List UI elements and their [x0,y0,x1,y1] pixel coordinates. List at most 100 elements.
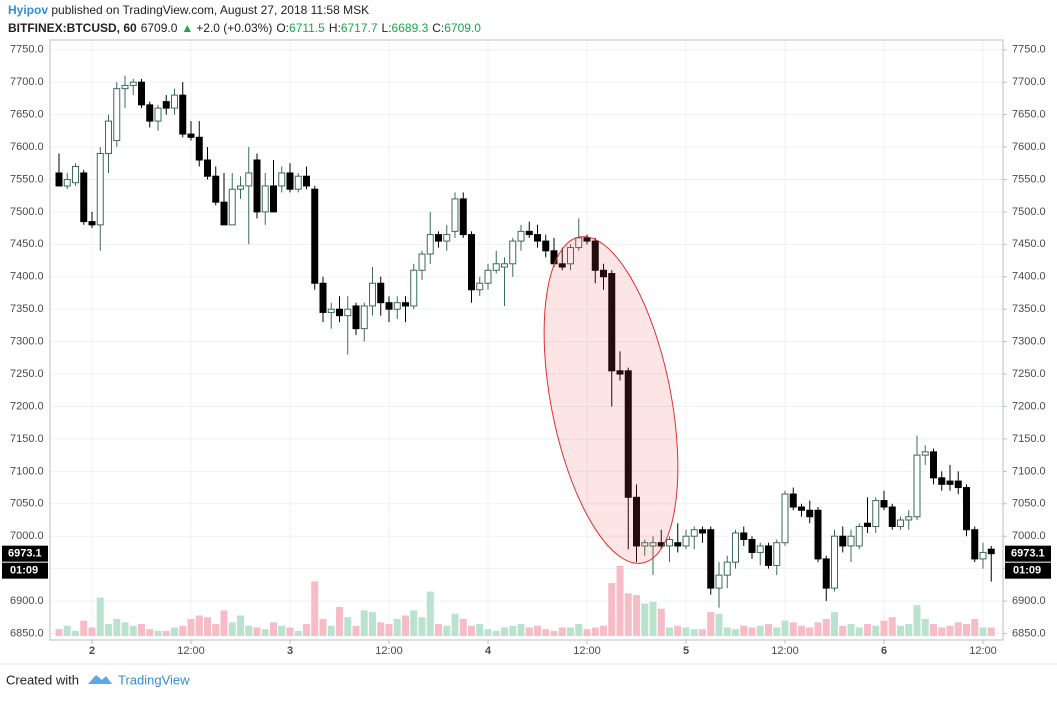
volume-bar [674,625,682,636]
volume-bar [608,583,616,636]
candle-body [55,172,63,187]
candle-body [509,240,517,265]
volume-bar [187,618,195,636]
c: 6709.0 [444,21,481,35]
volume-bar [699,629,706,636]
volume-bar [534,625,541,636]
volume-bar [468,625,475,636]
candle-body [913,454,921,518]
y-tick-label-left: 7450.0 [10,238,44,250]
candle-body [377,282,385,304]
author[interactable]: Hyipov [8,3,48,17]
volume-bar [253,627,261,636]
volume-bar [55,629,63,636]
volume-bar [286,627,294,636]
y-tick-label: 6850.0 [1012,627,1046,639]
candle-body [616,370,624,375]
y-tick-label-left: 6900.0 [10,595,44,607]
plot-border [49,39,1004,641]
l-label: L: [382,21,392,35]
volume-bar [418,617,426,636]
y-tick-label-left: 7200.0 [10,400,44,412]
volume-bar [831,612,838,636]
candle-body [798,506,805,511]
candle-body [831,535,838,589]
candle-body [443,234,451,242]
candle-body [600,269,607,278]
grid [50,40,1003,640]
candle-body [72,165,79,184]
candle-body [435,234,442,242]
candle-body [905,516,913,521]
volume-bar [864,624,871,636]
candle-body [459,198,467,236]
volume-bar [212,624,220,636]
candle-body [311,188,319,284]
volume-bar [501,627,508,636]
x-tick-label: 6 [881,645,887,657]
candle-body [723,561,731,576]
last-price-left-countdown-box [2,562,48,579]
price: 6709.0 [141,21,178,35]
candle-body [773,542,781,566]
volume-bar [558,627,566,636]
candle-body [699,529,706,534]
candles [55,75,995,608]
volume [55,566,995,636]
volume-bar [80,620,88,636]
y-tick-label: 7650.0 [1012,109,1046,121]
candle-body [583,237,591,242]
candle-body [732,532,739,563]
candle-body [270,185,277,213]
candle-body [402,302,409,307]
x-tick-label: 12:00 [177,645,205,657]
candle-body [888,506,896,527]
candle-body [261,185,269,213]
candle-body [129,81,137,86]
candle-body [360,305,368,330]
volume-bar [410,610,418,636]
candle-body [492,263,500,271]
candle-body [575,237,583,249]
candle-body [674,542,682,547]
volume-bar [294,630,302,636]
candle-body [344,308,352,317]
candle-body [855,525,863,547]
candle-body [121,84,129,90]
candle-body [484,269,492,284]
candle-body [567,247,574,265]
candle-body [352,305,360,330]
y-tick-label: 7100.0 [1012,465,1046,477]
tv-logo[interactable] [88,675,112,684]
volume-bar [369,612,376,636]
last-price-right-countdown-box [1005,562,1051,579]
candle-body [971,529,979,560]
footer-brand[interactable]: TradingView [118,672,190,687]
volume-bar [798,625,805,636]
candle-body [954,480,962,489]
candle-body [237,185,244,190]
y-tick-label: 7700.0 [1012,76,1046,88]
volume-bar [542,629,550,636]
volume-bar [204,617,211,636]
volume-bar [96,597,104,636]
candle-body [921,451,929,456]
y-tick-label: 7750.0 [1012,44,1046,56]
candle-body [426,234,434,255]
candle-body [740,532,748,540]
y-tick-label: 7350.0 [1012,303,1046,315]
volume-bar [121,622,129,636]
y-tick-label: 7600.0 [1012,141,1046,153]
volume-bar [228,622,236,636]
volume-bar [723,627,731,636]
volume-bar [971,618,979,636]
candle-body [690,529,698,537]
x-tick-label: 3 [287,645,293,657]
highlight-ellipse [543,236,679,564]
h: 6717.7 [341,21,378,35]
volume-bar [872,625,880,636]
volume-bar [509,625,517,636]
candle-body [822,558,830,589]
volume-bar [179,625,187,636]
